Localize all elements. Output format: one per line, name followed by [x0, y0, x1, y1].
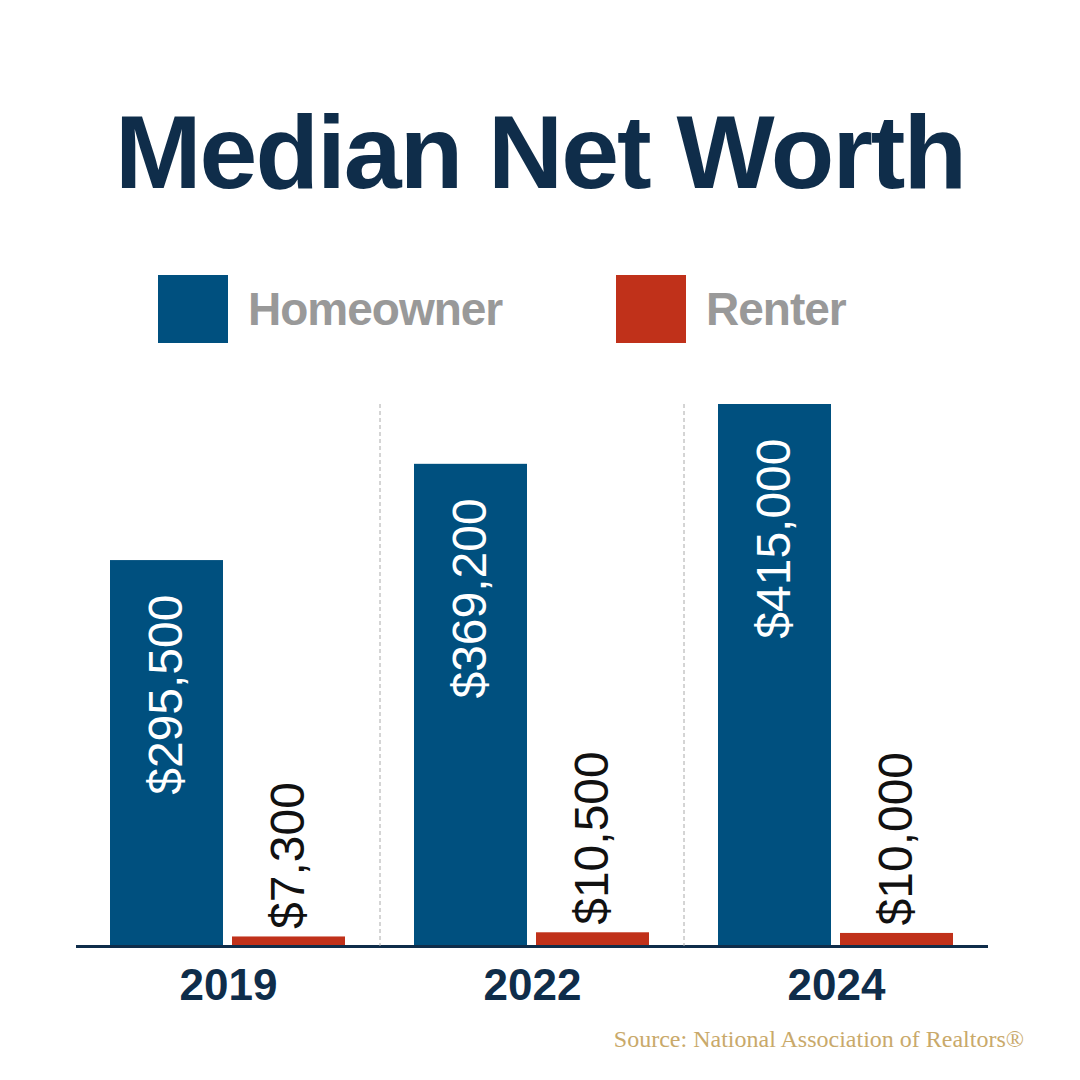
html-text:Source: National Association o: Source: National Association of Realtors…: [613, 1026, 1024, 1052]
html-text:Homeowner: Homeowner: [248, 283, 503, 335]
svg-text:2022: 2022: [484, 960, 582, 1009]
svg-text:$415,000: $415,000: [747, 439, 800, 639]
svg-text:$10,500: $10,500: [565, 751, 618, 925]
svg-text:$7,300: $7,300: [261, 782, 314, 929]
svg-text:$10,000: $10,000: [869, 752, 922, 926]
html-text:Renter: Renter: [706, 283, 846, 335]
svg-text:2019: 2019: [180, 960, 278, 1009]
svg-text:$295,500: $295,500: [139, 595, 192, 795]
svg-text:2024: 2024: [788, 960, 886, 1009]
html-text:Median Net Worth: Median Net Worth: [115, 94, 965, 210]
svg-text:$369,200: $369,200: [443, 498, 496, 698]
